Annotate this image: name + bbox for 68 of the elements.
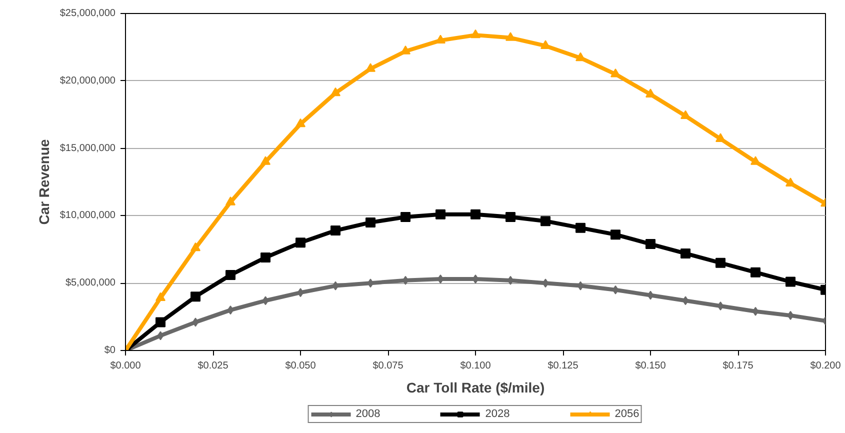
point: [190, 242, 200, 252]
point: [647, 290, 654, 300]
point: [192, 318, 199, 327]
point: [680, 248, 690, 258]
point: [226, 196, 236, 206]
x-tick-label: $0.050: [285, 360, 316, 372]
point: [297, 288, 304, 298]
point: [716, 133, 726, 142]
y-tick-label: $20,000,000: [60, 75, 116, 86]
point: [436, 209, 446, 220]
x-tick-label: $0.025: [198, 360, 229, 372]
point: [330, 226, 340, 236]
x-tick-label: $0.150: [635, 360, 666, 372]
point: [157, 331, 164, 340]
point: [156, 317, 166, 328]
point: [366, 217, 376, 228]
y-tick-label: $15,000,000: [60, 142, 116, 154]
point: [786, 276, 796, 287]
point: [612, 285, 619, 294]
legend-label: 2056: [614, 408, 640, 420]
point: [576, 222, 586, 233]
x-axis-title: Car Toll Rate ($/mile): [406, 380, 545, 396]
point: [296, 238, 306, 248]
point: [226, 270, 236, 280]
point: [786, 178, 796, 186]
point: [332, 281, 339, 290]
point: [156, 292, 166, 302]
point: [610, 68, 620, 78]
point: [260, 252, 270, 262]
point: [752, 306, 759, 316]
point: [610, 230, 620, 240]
x-tick-label: $0.000: [110, 360, 142, 372]
point: [680, 110, 690, 120]
x-tick-label: $0.100: [460, 360, 492, 372]
x-tick-label: $0.200: [810, 360, 842, 372]
point: [717, 302, 724, 311]
y-axis-title: Car Revenue: [36, 138, 52, 225]
y-tick-label: $0: [104, 345, 116, 356]
legend-label: 2028: [485, 408, 510, 420]
point: [750, 267, 760, 278]
point: [262, 296, 269, 306]
y-tick-label: $10,000,000: [60, 210, 116, 222]
point: [506, 212, 516, 222]
point: [470, 209, 480, 220]
point: [506, 32, 516, 41]
point: [716, 258, 726, 268]
x-tick-label: $0.125: [548, 360, 579, 372]
point: [470, 29, 480, 38]
point: [366, 63, 376, 72]
x-tick-label: $0.075: [372, 360, 404, 372]
point: [260, 156, 270, 165]
point: [227, 306, 234, 315]
point: [646, 88, 656, 98]
point: [787, 310, 794, 320]
point: [296, 118, 306, 128]
y-tick-label: $25,000,000: [60, 8, 116, 19]
point: [540, 216, 550, 226]
point: [750, 156, 760, 165]
point: [400, 212, 410, 222]
point: [330, 87, 340, 96]
point: [400, 46, 410, 54]
y-tick-label: $5,000,000: [65, 278, 116, 289]
point: [682, 296, 689, 306]
x-tick-label: $0.175: [722, 360, 754, 372]
legend-label: 2008: [356, 408, 380, 420]
point: [576, 52, 586, 62]
point: [190, 292, 200, 302]
point: [646, 239, 656, 250]
